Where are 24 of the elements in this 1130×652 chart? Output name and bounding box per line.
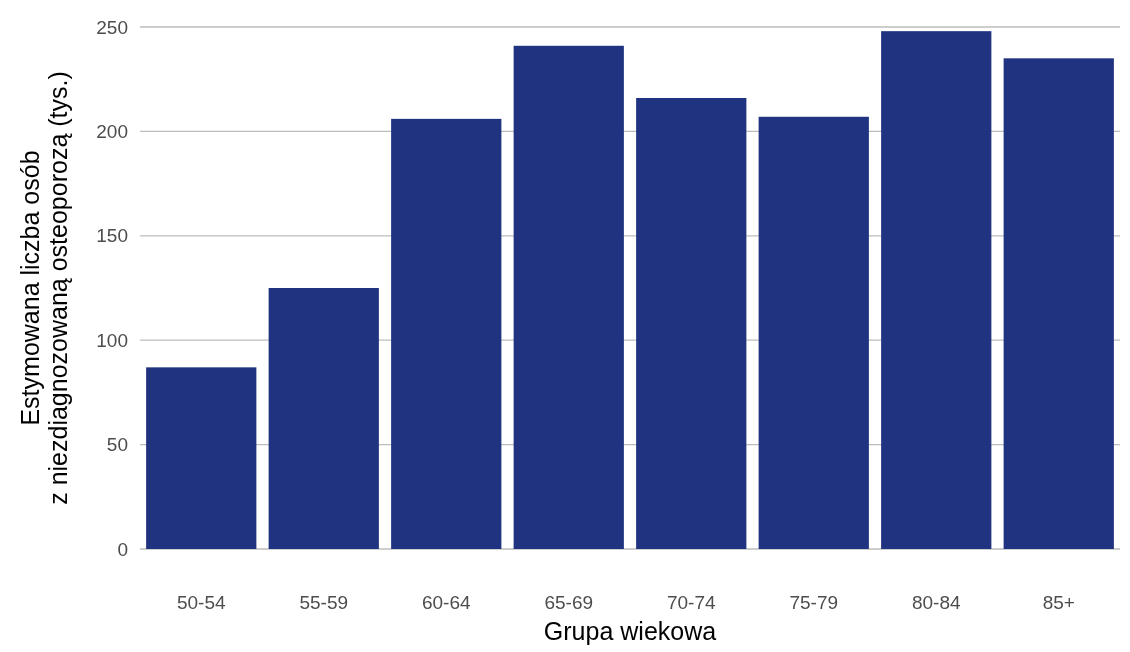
bar bbox=[268, 288, 379, 549]
x-tick-label: 55-59 bbox=[299, 592, 349, 613]
bar bbox=[636, 97, 747, 549]
bar bbox=[513, 45, 624, 549]
x-tick-label: 65-69 bbox=[544, 592, 594, 613]
y-tick-label: 150 bbox=[96, 225, 128, 247]
y-tick-label: 50 bbox=[106, 434, 128, 456]
x-tick-label: 80-84 bbox=[911, 592, 961, 613]
x-tick-label: 70-74 bbox=[666, 592, 716, 613]
x-tick-label: 60-64 bbox=[421, 592, 471, 613]
x-tick-label: 75-79 bbox=[789, 592, 839, 613]
y-axis-title: Estymowana liczba osób z niezdiagnozowaną osteoporozą (tys.) bbox=[16, 71, 72, 505]
bar bbox=[1003, 58, 1114, 549]
y-tick-label: 0 bbox=[117, 538, 128, 560]
x-axis-title: Grupa wiekowa bbox=[543, 617, 717, 645]
y-tick-label: 200 bbox=[96, 121, 128, 143]
bar bbox=[391, 118, 502, 549]
bar bbox=[758, 116, 869, 549]
y-tick-label: 250 bbox=[96, 16, 128, 38]
bar bbox=[881, 31, 992, 549]
x-tick-label: 85+ bbox=[1042, 592, 1075, 613]
bar bbox=[146, 367, 257, 549]
x-tick-label: 50-54 bbox=[176, 592, 226, 613]
y-tick-label: 100 bbox=[96, 329, 128, 351]
